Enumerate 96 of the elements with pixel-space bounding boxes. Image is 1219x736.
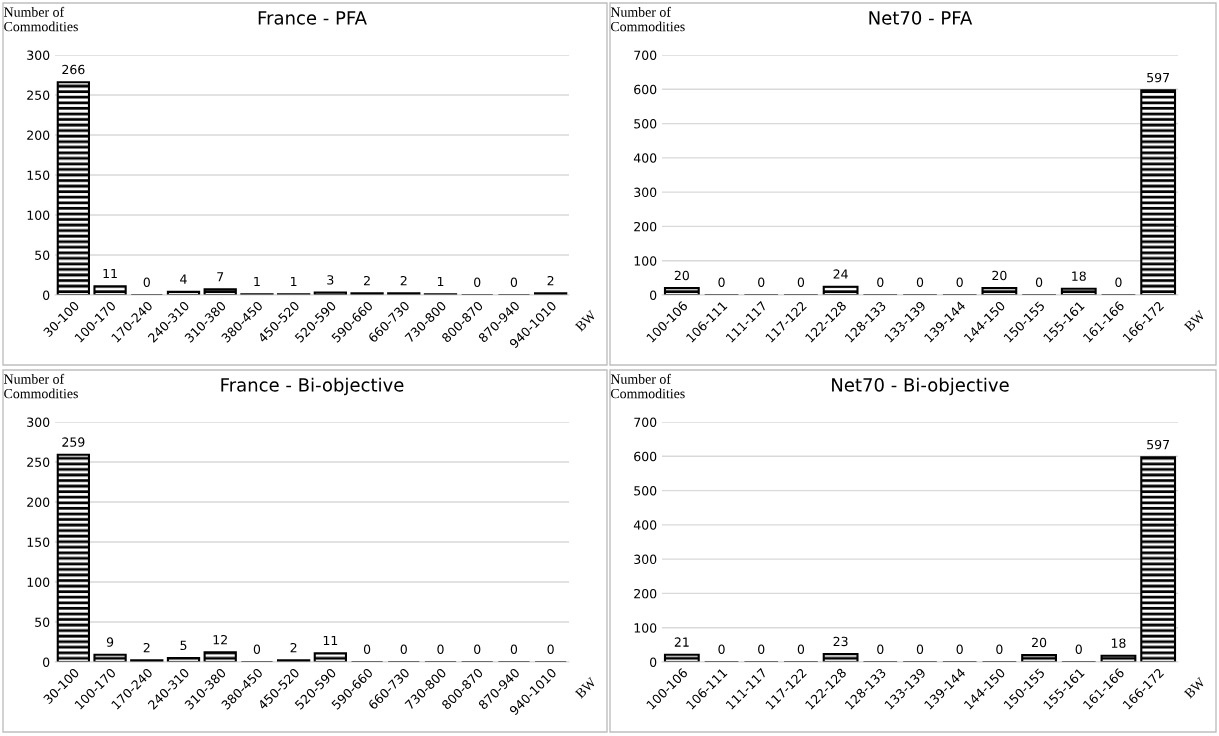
data-label: 0 xyxy=(143,277,150,288)
y-tick-label: 100 xyxy=(27,577,50,587)
data-label: 0 xyxy=(877,644,884,655)
data-label: 0 xyxy=(956,644,963,655)
y-axis-title: Number of Commodities xyxy=(610,6,685,32)
y-tick-label: 300 xyxy=(27,417,50,427)
x-axis-title: BW xyxy=(574,676,597,699)
chart-title: Net70 - PFA xyxy=(869,11,973,25)
y-tick-label: 50 xyxy=(35,250,50,260)
y-tick-label: 400 xyxy=(633,153,657,163)
data-label: 2 xyxy=(547,275,554,286)
y-axis-title: Number of Commodities xyxy=(4,6,78,32)
data-label: 1 xyxy=(437,276,444,287)
y-axis-title: Number of Commodities xyxy=(4,373,78,399)
data-label: 11 xyxy=(323,635,338,646)
data-label: 0 xyxy=(877,277,884,288)
data-label: 3 xyxy=(327,275,334,285)
chart-title: France - Bi-objective xyxy=(221,377,404,396)
data-label: 0 xyxy=(916,277,924,288)
y-tick-label: 200 xyxy=(27,130,50,140)
y-tick-label: 100 xyxy=(634,256,657,266)
y-tick-label: 200 xyxy=(27,497,50,507)
data-label: 11 xyxy=(103,268,117,279)
y-tick-label: 700 xyxy=(634,50,657,60)
data-label: 0 xyxy=(474,277,481,288)
data-label: 5 xyxy=(180,640,187,651)
y-tick-label: 600 xyxy=(634,84,657,95)
data-label: 0 xyxy=(996,644,1003,655)
y-tick-label: 200 xyxy=(634,221,657,232)
data-label: 1 xyxy=(291,276,297,287)
y-tick-label: 0 xyxy=(650,290,657,300)
data-label: 20 xyxy=(1032,637,1047,648)
y-tick-label: 100 xyxy=(634,623,657,633)
data-label: 0 xyxy=(400,644,407,655)
y-tick-label: 250 xyxy=(27,90,50,100)
data-label: 23 xyxy=(833,636,848,647)
data-label: 0 xyxy=(956,277,963,288)
y-tick-label: 300 xyxy=(634,554,657,565)
data-label: 9 xyxy=(106,637,114,647)
data-label: 20 xyxy=(674,270,689,281)
y-tick-label: 100 xyxy=(27,210,50,220)
data-label: 0 xyxy=(1035,277,1043,288)
x-axis-title: BW xyxy=(1183,676,1206,699)
data-label: 0 xyxy=(363,644,371,655)
data-label: 0 xyxy=(510,277,518,288)
y-tick-label: 0 xyxy=(650,657,657,667)
data-label: 20 xyxy=(992,270,1007,281)
y-tick-label: 400 xyxy=(633,520,657,530)
data-label: 2 xyxy=(143,642,150,653)
x-axis-title: BW xyxy=(1183,309,1206,332)
y-tick-label: 600 xyxy=(634,451,657,462)
data-label: 259 xyxy=(62,437,85,447)
y-axis-title: Number of Commodities xyxy=(610,373,685,399)
y-tick-label: 250 xyxy=(27,457,50,467)
data-label: 597 xyxy=(1147,72,1170,83)
chart-title: Net70 - Bi-objective xyxy=(832,377,1009,396)
y-tick-label: 300 xyxy=(27,50,50,60)
data-label: 12 xyxy=(213,634,227,645)
data-label: 18 xyxy=(1072,271,1086,281)
data-label: 0 xyxy=(718,277,725,288)
data-label: 0 xyxy=(1075,644,1082,655)
data-label: 0 xyxy=(253,644,261,655)
chart-title: France - PFA xyxy=(258,11,367,25)
data-label: 7 xyxy=(217,272,224,282)
data-label: 597 xyxy=(1147,439,1170,450)
y-tick-label: 50 xyxy=(35,617,50,627)
data-label: 0 xyxy=(797,277,805,288)
x-axis-title: BW xyxy=(574,309,597,332)
data-label: 1 xyxy=(254,276,260,287)
y-tick-label: 150 xyxy=(27,537,50,547)
data-label: 266 xyxy=(62,64,85,75)
data-label: 21 xyxy=(674,637,689,647)
data-label: 4 xyxy=(180,274,187,284)
data-label: 0 xyxy=(718,644,725,655)
data-label: 0 xyxy=(758,644,765,655)
y-tick-label: 500 xyxy=(634,486,657,496)
data-label: 2 xyxy=(364,275,370,286)
data-label: 0 xyxy=(547,644,554,655)
data-label: 0 xyxy=(758,277,765,288)
y-tick-label: 500 xyxy=(634,119,657,129)
y-tick-label: 150 xyxy=(27,170,50,180)
y-tick-label: 700 xyxy=(634,417,657,427)
data-label: 0 xyxy=(510,644,518,655)
y-tick-label: 0 xyxy=(43,657,50,667)
data-label: 0 xyxy=(437,644,444,655)
data-label: 0 xyxy=(474,644,481,655)
data-label: 2 xyxy=(290,642,297,653)
data-label: 0 xyxy=(916,644,924,655)
data-label: 2 xyxy=(400,275,407,286)
data-label: 24 xyxy=(833,269,848,279)
y-tick-label: 200 xyxy=(634,588,657,599)
y-tick-label: 0 xyxy=(43,290,50,300)
data-label: 18 xyxy=(1111,638,1126,648)
data-label: 0 xyxy=(1115,277,1122,288)
y-tick-label: 300 xyxy=(634,187,657,198)
data-label: 0 xyxy=(797,644,805,655)
